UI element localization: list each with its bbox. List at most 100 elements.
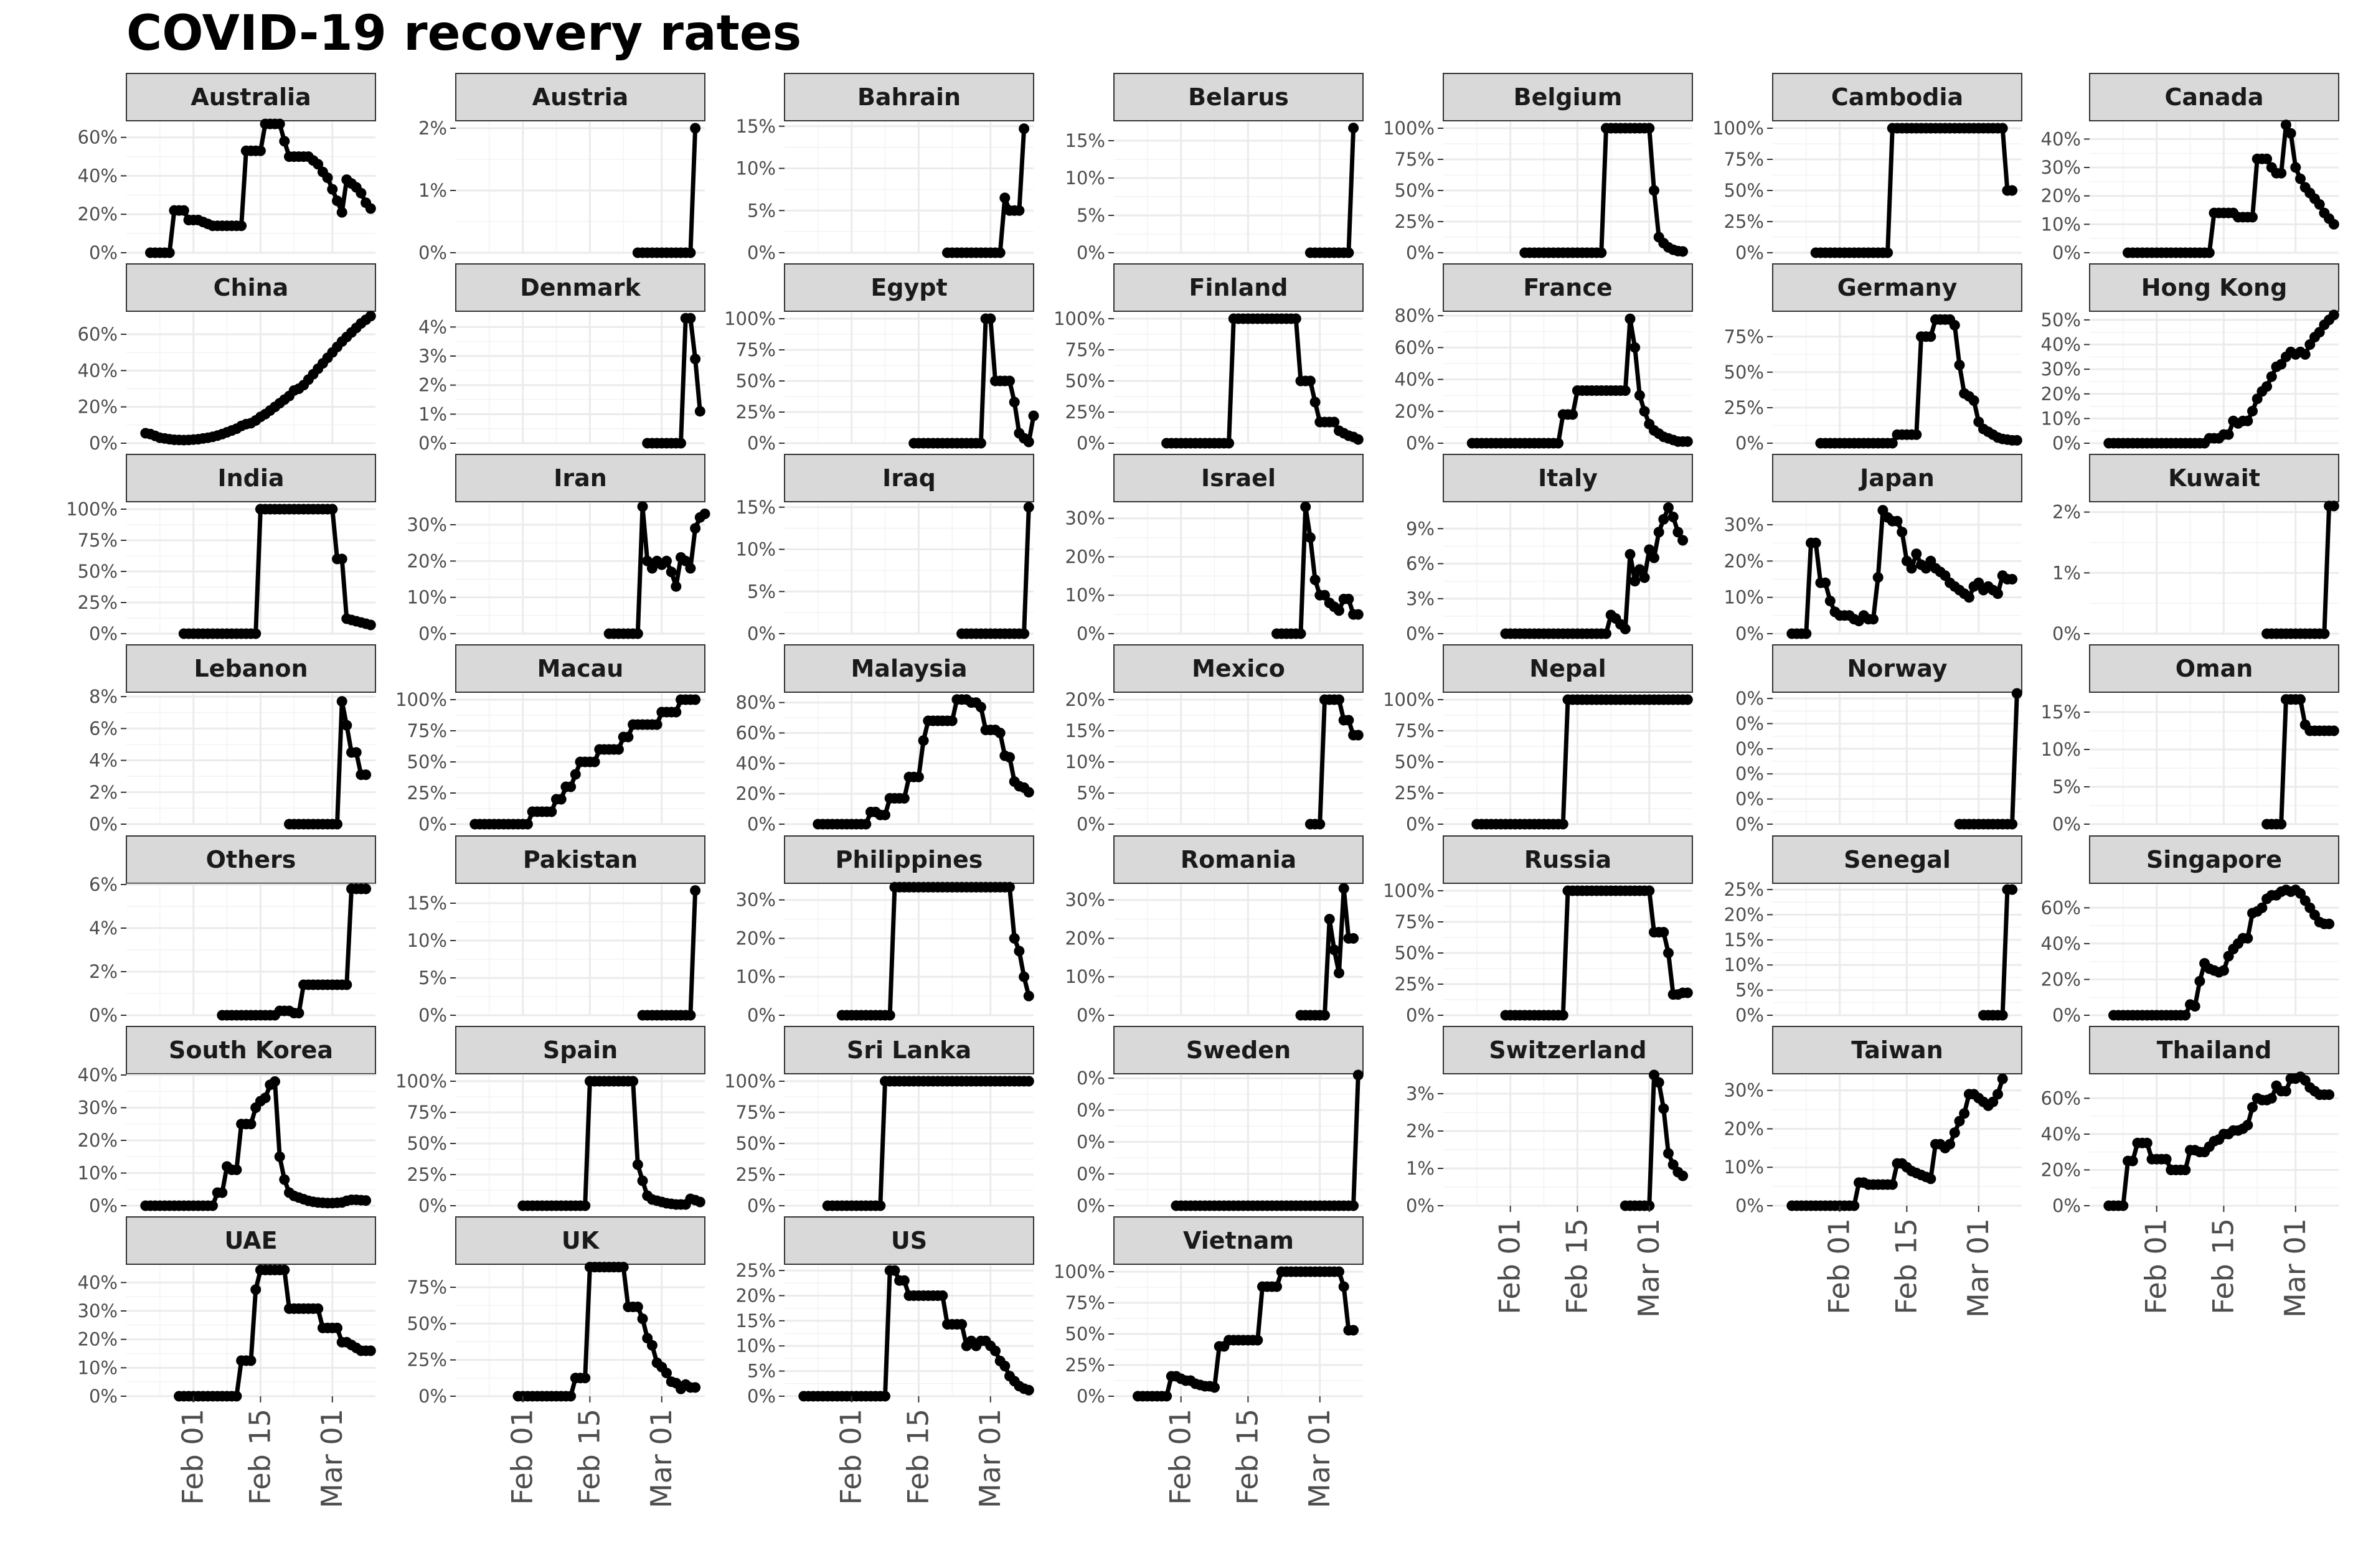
y-tick-label: 15% (407, 893, 447, 914)
data-point (1663, 947, 1674, 959)
data-point (1334, 967, 1344, 979)
data-point (351, 747, 362, 758)
y-tick-label: 10% (2041, 408, 2081, 429)
y-tick-label: 0% (418, 623, 447, 644)
data-point (2328, 500, 2339, 512)
data-point (666, 566, 677, 578)
panel-egypt: Egypt 0% 25% 50% 75% 100% (724, 263, 1039, 454)
data-point (1672, 527, 1684, 538)
y-tick-label: 4% (89, 750, 118, 771)
data-point (1682, 694, 1693, 705)
data-point (690, 123, 701, 134)
y-tick-label: 8% (89, 686, 118, 707)
panel-strip (1443, 263, 1693, 312)
panel-title: Macau (537, 655, 624, 682)
data-point (1892, 515, 1903, 527)
panel-japan: Japan 0% 10% 20% 30% (1724, 454, 2022, 644)
y-tick-label: 0% (89, 814, 118, 835)
data-point (2295, 694, 2306, 705)
y-tick-label: 0% (89, 433, 118, 454)
panel-title: Hong Kong (2141, 274, 2288, 301)
data-point (661, 555, 672, 566)
panel-strip (455, 1026, 705, 1074)
y-tick-label: 2% (89, 961, 118, 982)
panel-senegal: Senegal 0% 5% 10% 15% 20% 25% (1724, 835, 2022, 1026)
y-tick-label: 5% (747, 581, 776, 602)
y-tick-label: 50% (2041, 309, 2081, 331)
data-point (1620, 624, 1631, 634)
y-tick-label: 0% (1406, 814, 1435, 835)
panel-title: Taiwan (1851, 1036, 1943, 1064)
y-tick-label: 1% (2052, 562, 2081, 583)
y-tick-label: 30% (1065, 508, 1105, 529)
data-point (2319, 628, 2330, 639)
y-tick-label: 10% (407, 587, 447, 608)
y-tick-label: 40% (2041, 1124, 2081, 1145)
data-point (1988, 1096, 1999, 1107)
panel-title: Belarus (1188, 83, 1289, 111)
data-point (1997, 1073, 2008, 1084)
y-tick-label: 25% (1724, 211, 1764, 232)
data-point (690, 694, 701, 705)
data-point (2007, 884, 2018, 895)
y-tick-label: 100% (395, 689, 447, 710)
data-point (260, 1092, 271, 1104)
y-tick-label: 50% (1395, 751, 1435, 772)
y-tick-label: 1% (418, 180, 447, 201)
y-tick-label: 20% (1395, 401, 1435, 422)
data-point (1319, 1010, 1330, 1021)
y-tick-label: 50% (1395, 180, 1435, 201)
panel-strip (1772, 644, 2022, 693)
data-point (1338, 1281, 1349, 1292)
data-point (336, 553, 347, 565)
x-tick-label: Feb 15 (572, 1409, 606, 1505)
y-tick-label: 20% (1724, 550, 1764, 571)
y-tick-label: 10% (736, 158, 776, 179)
x-tick-label: Feb 01 (834, 1409, 868, 1505)
data-point (1290, 313, 1301, 324)
y-tick-label: 0% (2052, 1195, 2081, 1216)
data-point (522, 819, 533, 830)
panel-strip (126, 263, 376, 312)
data-point (637, 501, 648, 512)
data-point (889, 1265, 900, 1276)
y-tick-label: 0% (89, 1005, 118, 1026)
y-tick-label: 50% (1724, 180, 1764, 201)
data-point (341, 979, 352, 990)
y-tick-label: 25% (1395, 782, 1435, 804)
data-point (628, 1076, 639, 1087)
y-tick-label: 20% (2041, 1159, 2081, 1180)
data-point (1004, 375, 1015, 387)
panel-strip (784, 73, 1034, 121)
y-tick-label: 30% (78, 1097, 118, 1119)
data-point (365, 619, 376, 631)
data-point (1954, 1115, 1965, 1127)
y-tick-label: 0% (1406, 1005, 1435, 1026)
panel-strip (455, 1216, 705, 1265)
data-point (2007, 819, 2018, 830)
y-tick-label: 0% (1077, 623, 1105, 644)
data-point (1810, 537, 1821, 548)
y-tick-label: 10% (736, 966, 776, 987)
panel-italy: Italy 0% 3% 6% 9% (1406, 454, 1693, 644)
panel-strip (126, 644, 376, 693)
y-tick-label: 25% (407, 1350, 447, 1371)
panel-strip (2089, 1026, 2339, 1074)
panel-macau: Macau 0% 25% 50% 75% 100% (395, 644, 705, 835)
y-tick-label: 5% (1735, 980, 1764, 1001)
x-tick-label: Mar 01 (973, 1409, 1007, 1508)
data-point (690, 354, 701, 365)
data-point (1019, 628, 1030, 639)
data-point (1945, 1138, 1956, 1150)
panel-title: Thailand (2157, 1036, 2272, 1064)
y-tick-label: 15% (1065, 720, 1105, 741)
data-point (685, 247, 696, 258)
panel-strip (2089, 835, 2339, 884)
panel-grid: Australia 0% 20% 40% 60% Austria 0% 1% 2% Bahrain… (66, 73, 2339, 1508)
y-tick-label: 50% (736, 1133, 776, 1154)
data-point (1906, 563, 1917, 574)
data-point (880, 1391, 890, 1402)
data-point (178, 205, 189, 216)
data-point (2180, 1165, 2191, 1175)
panel-title: UK (562, 1227, 600, 1254)
